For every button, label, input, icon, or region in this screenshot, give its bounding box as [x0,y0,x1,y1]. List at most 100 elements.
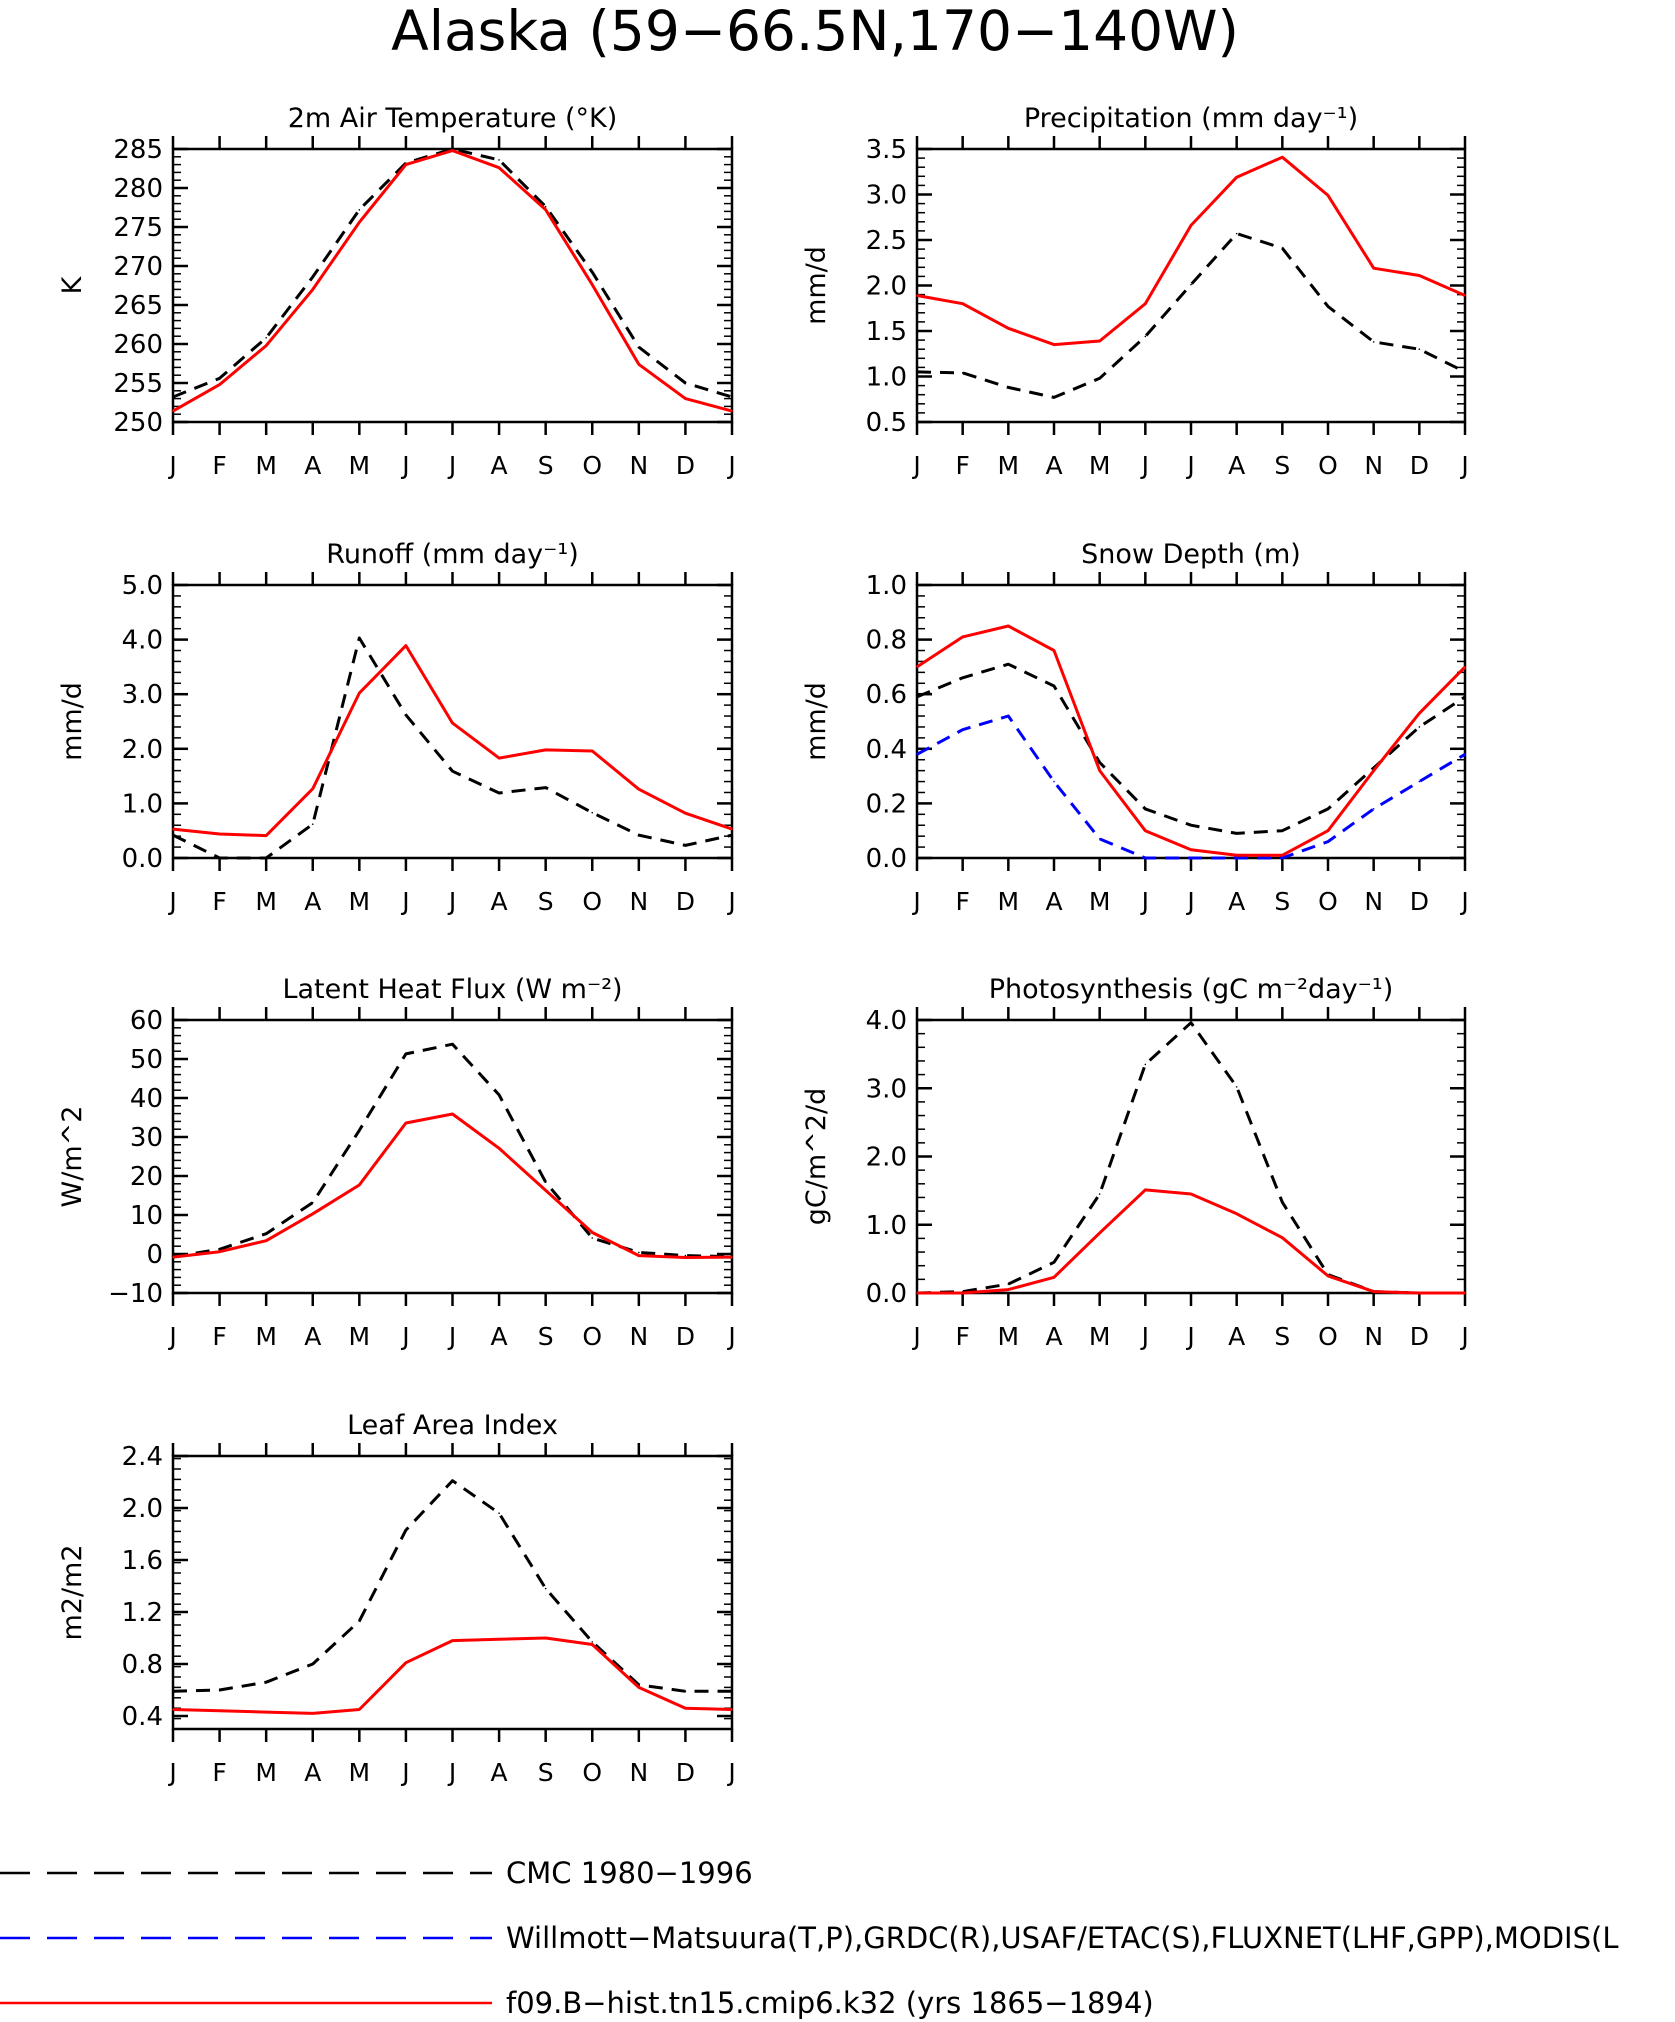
panel-title: Snow Depth (m) [1081,539,1301,570]
series-point [451,149,454,152]
x-tick-label: M [255,451,277,480]
series-line [916,155,1466,347]
series-point [1464,294,1466,297]
x-tick-label: J [1459,1322,1468,1351]
series-point [1190,857,1192,859]
series-point [265,1681,267,1683]
legend-label: CMC 1980−1996 [506,1856,753,1890]
panel-2: J F M A M J J A S O N D J0.51.01.52.02.53.03.5Precip… [801,103,1469,480]
series-point [1464,1292,1466,1294]
series-point [731,410,733,412]
series-point [1281,857,1284,859]
series-point [218,1689,221,1691]
series-point [1098,1232,1101,1234]
x-tick-label: J [447,1758,456,1787]
series-point [1464,666,1466,668]
series-point [731,1708,733,1711]
series-point [1098,769,1101,772]
series-point [1281,156,1284,158]
series-point [218,833,221,835]
series-point [1007,1288,1010,1291]
series-point [591,811,594,814]
series-point [1190,824,1192,827]
series-point [311,1213,314,1215]
x-tick-label: D [676,451,695,480]
series-point [358,1620,361,1622]
y-tick-label: 2.5 [866,226,907,256]
series-point [405,1661,407,1664]
series-point [916,1292,918,1294]
series-point [265,1711,267,1713]
series-point [358,692,361,694]
series-point [916,666,918,668]
y-tick-label: 4.0 [866,1006,907,1036]
x-tick-label: J [167,887,176,916]
series-point [1235,1213,1238,1215]
y-tick-label: 1.0 [866,571,907,601]
series-point [1464,371,1466,373]
legend-label: Willmott−Matsuura(T,P),GRDC(R),USAF/ETAC… [506,1921,1619,1955]
series-point [638,1251,640,1254]
y-tick-label: 3.0 [122,680,163,710]
series-point [311,1663,314,1665]
series-point [358,637,361,639]
series-point [172,410,174,412]
series-point [358,221,361,224]
y-tick-label: 0 [146,1240,163,1270]
series-point [544,1181,547,1184]
y-axis-label: mm/d [57,682,88,761]
series-point [731,396,733,398]
series-point [638,834,640,836]
series-point [1007,386,1010,389]
panels: J F M A M J J A S O N D J2502552602652702752802852m … [57,103,1469,1787]
y-tick-label: 5.0 [122,571,163,601]
x-tick-label: J [1459,451,1468,480]
series-point [498,1094,500,1096]
plot-frame [915,1018,1467,1295]
panel-title: Photosynthesis (gC m⁻²day⁻¹) [989,974,1393,1005]
series-point [311,787,314,790]
series-point [961,677,964,679]
y-tick-label: 3.5 [866,135,907,165]
series-point [1098,340,1101,342]
x-tick-label: J [1185,887,1194,916]
series-line [172,1112,733,1259]
x-tick-label: J [400,451,409,480]
series-point [731,1690,733,1693]
x-tick-label: O [582,887,602,916]
series-point [218,857,221,859]
x-tick-label: D [676,1322,695,1351]
x-tick-label: D [1410,451,1429,480]
series-line [916,624,1467,857]
series-point [731,1256,733,1258]
plot-frame [171,1454,734,1731]
series-point [544,1587,547,1590]
legend-entry: CMC 1980−1996 [0,1856,753,1890]
series-point [1327,1275,1329,1277]
series-point [218,383,221,386]
series-point [172,1256,174,1258]
series-point [1190,224,1192,227]
panel-title: 2m Air Temperature (°K) [288,103,618,134]
series-point [1007,663,1010,665]
x-tick-label: F [212,1322,226,1351]
series-line [172,1042,733,1259]
series-point [638,1254,640,1257]
y-axis-label: K [57,275,88,294]
series-point [1098,838,1101,840]
series-point [1464,696,1466,698]
series-point [591,1231,594,1234]
series-point [731,834,733,836]
series-point [591,1237,594,1239]
x-tick-label: J [400,1758,409,1787]
series-point [498,757,500,759]
series-point [405,163,407,166]
x-tick-label: A [491,451,508,480]
series-point [1372,1290,1375,1293]
series-point [684,397,687,400]
x-tick-label: M [349,451,371,480]
y-tick-label: 0.0 [122,844,163,874]
series-point [1235,232,1238,235]
